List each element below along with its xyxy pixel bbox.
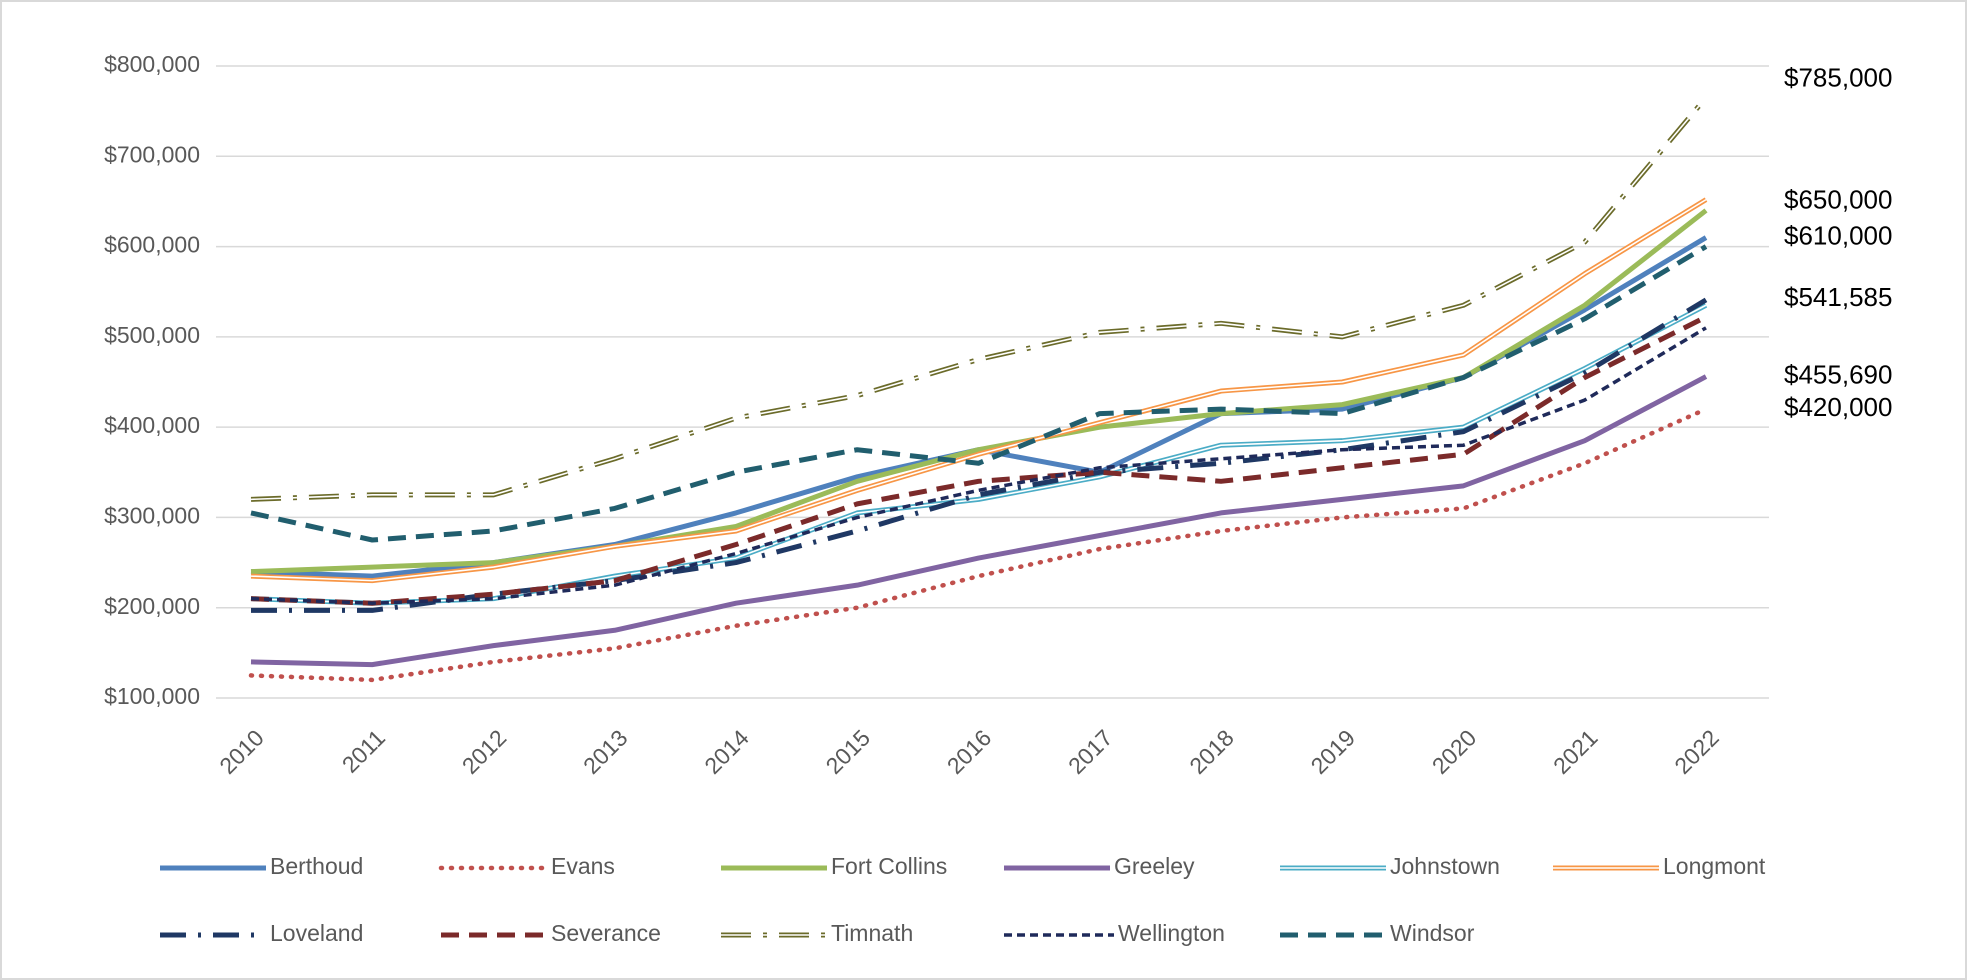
- legend-label: Longmont: [1663, 853, 1766, 879]
- legend-label: Timnath: [831, 920, 913, 946]
- series-line: [250, 244, 1708, 543]
- series-line: [250, 326, 1707, 605]
- series-line-inner: [250, 198, 1707, 582]
- legend-label: Berthoud: [270, 853, 363, 879]
- annotation: $610,000: [1784, 220, 1892, 250]
- y-tick-label: $600,000: [104, 232, 200, 258]
- y-tick-label: $300,000: [104, 503, 200, 529]
- annotation: $785,000: [1784, 62, 1892, 92]
- series-line: [250, 374, 1708, 668]
- y-tick-label: $800,000: [104, 51, 200, 77]
- legend-label: Johnstown: [1390, 853, 1500, 879]
- series-line-inner: [250, 97, 1707, 501]
- legend-label: Wellington: [1118, 920, 1225, 946]
- legend-label: Windsor: [1390, 920, 1475, 946]
- legend-label: Severance: [551, 920, 661, 946]
- annotation: $541,585: [1784, 282, 1892, 312]
- legend-label: Fort Collins: [831, 853, 947, 879]
- y-tick-label: $100,000: [104, 683, 200, 709]
- legend-label: Loveland: [270, 920, 363, 946]
- legend-label: Greeley: [1114, 853, 1195, 879]
- y-tick-label: $500,000: [104, 322, 200, 348]
- legend-label: Evans: [551, 853, 615, 879]
- annotation: $455,690: [1784, 360, 1892, 390]
- series-line: [250, 314, 1708, 606]
- y-tick-label: $200,000: [104, 593, 200, 619]
- series-line-inner: [250, 304, 1707, 604]
- y-tick-label: $400,000: [104, 412, 200, 438]
- annotation: $420,000: [1784, 392, 1892, 422]
- annotation: $650,000: [1784, 184, 1892, 214]
- series-line: [251, 297, 1708, 613]
- y-tick-label: $700,000: [104, 141, 200, 167]
